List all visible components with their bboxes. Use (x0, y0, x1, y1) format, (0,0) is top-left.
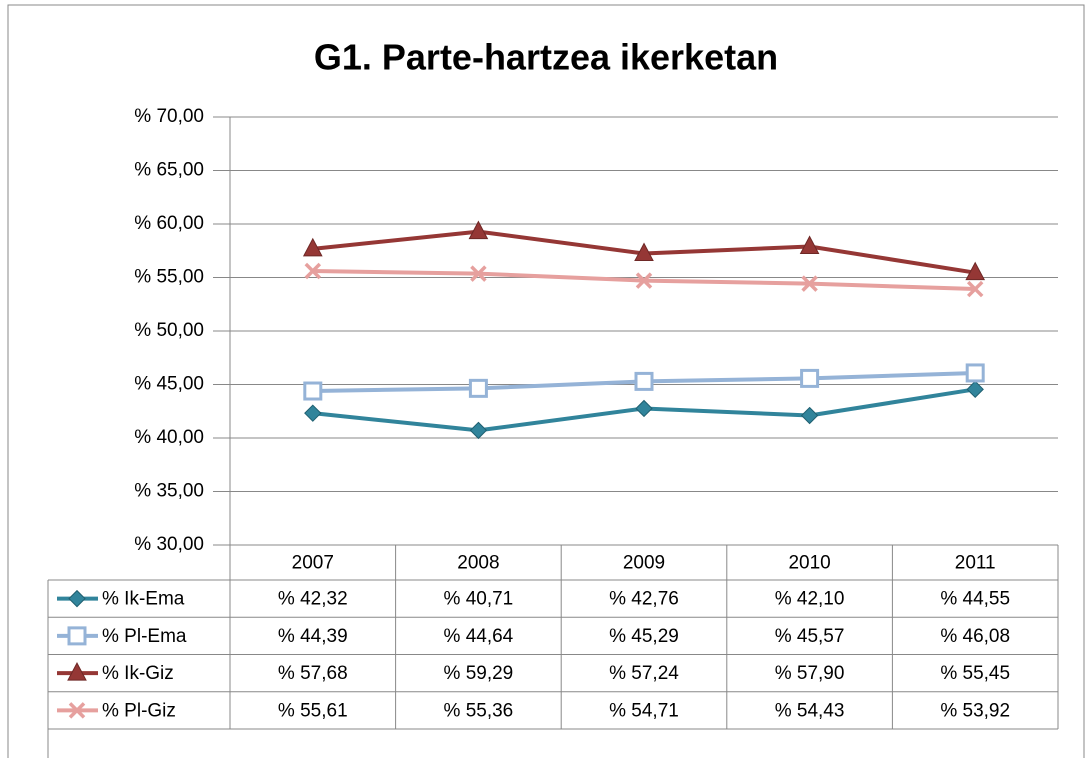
y-tick-label: % 70,00 (134, 106, 204, 127)
marker (635, 399, 653, 418)
table-value: % 55,61 (278, 700, 348, 721)
table-value: % 44,39 (278, 626, 348, 647)
marker (302, 237, 323, 257)
table-value: % 42,10 (775, 589, 845, 610)
y-tick-label: % 40,00 (134, 427, 204, 448)
marker (966, 280, 984, 298)
marker (303, 381, 323, 401)
table-value: % 42,32 (278, 589, 348, 610)
marker (470, 265, 487, 282)
legend-label: % Pl-Giz (102, 700, 176, 721)
legend-label: % Ik-Ema (102, 589, 185, 610)
marker (965, 363, 985, 383)
y-tick-label: % 55,00 (134, 267, 204, 288)
y-tick-label: % 45,00 (134, 374, 204, 395)
y-tick-label: % 60,00 (134, 213, 204, 234)
table-value: % 45,57 (775, 626, 845, 647)
x-tick-label: 2009 (623, 553, 665, 574)
marker (67, 626, 87, 646)
table-value: % 59,29 (444, 663, 514, 684)
marker (801, 275, 818, 292)
y-tick-label: % 65,00 (134, 160, 204, 181)
marker (800, 406, 819, 425)
x-tick-label: 2010 (788, 553, 830, 574)
table-value: % 53,92 (940, 700, 1010, 721)
chart-title: G1. Parte-hartzea ikerketan (314, 37, 778, 78)
marker (68, 589, 86, 608)
marker (634, 242, 654, 262)
marker (634, 371, 654, 391)
marker (304, 404, 322, 422)
table-value: % 55,36 (444, 700, 514, 721)
table-value: % 57,90 (775, 663, 845, 684)
marker (966, 380, 984, 399)
table-value: % 55,45 (940, 663, 1010, 684)
legend-label: % Ik-Giz (102, 663, 174, 684)
x-tick-label: 2011 (955, 553, 996, 574)
marker (965, 261, 986, 281)
y-tick-label: % 30,00 (134, 534, 204, 555)
marker (635, 272, 653, 289)
table-value: % 44,55 (940, 589, 1010, 610)
table-value: % 44,64 (444, 626, 514, 647)
table-value: % 40,71 (444, 589, 514, 610)
table-value: % 57,24 (609, 663, 679, 684)
marker (304, 262, 322, 280)
marker (67, 662, 87, 681)
x-tick-label: 2008 (457, 553, 499, 574)
table-value: % 45,29 (609, 626, 679, 647)
table-value: % 54,43 (775, 700, 845, 721)
marker (468, 378, 488, 398)
legend-label: % Pl-Ema (102, 626, 187, 647)
marker (68, 702, 86, 719)
y-tick-label: % 50,00 (134, 320, 204, 341)
marker (469, 421, 488, 440)
marker (468, 220, 489, 240)
y-tick-label: % 35,00 (134, 481, 204, 502)
marker (800, 368, 820, 388)
table-value: % 54,71 (609, 700, 679, 721)
x-tick-label: 2007 (292, 553, 334, 574)
marker (799, 235, 820, 254)
table-value: % 46,08 (940, 626, 1010, 647)
table-value: % 57,68 (278, 663, 348, 684)
table-value: % 42,76 (609, 589, 679, 610)
